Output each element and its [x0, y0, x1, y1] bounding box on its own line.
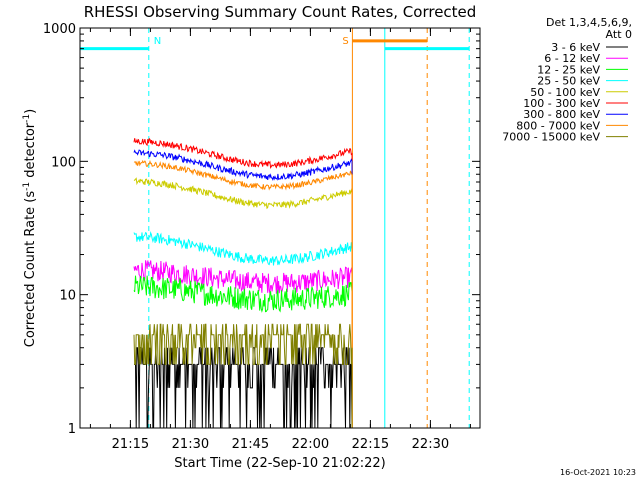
- x-tick-label-0: 21:15: [112, 437, 149, 452]
- x-axis-label: Start Time (22-Sep-10 21:02:22): [174, 456, 385, 471]
- y-tick-label-3: 1000: [43, 22, 76, 37]
- legend-header-line-2: Att 0: [606, 28, 632, 41]
- y-axis-label: Corrected Count Rate (s-1 detector-1): [22, 109, 38, 347]
- series-line-6: [133, 149, 353, 428]
- x-tick-label-5: 22:30: [412, 437, 449, 452]
- series-line-3: [133, 230, 353, 428]
- series-line-4: [133, 177, 353, 428]
- annotation-label-n: N: [154, 36, 161, 47]
- series-line-7: [133, 159, 353, 428]
- y-axis-label-end: ): [23, 109, 38, 114]
- y-axis-label-sup1: -1: [22, 182, 32, 191]
- legend-label-4: 50 - 100 keV: [530, 86, 600, 99]
- series-line-5: [133, 137, 353, 428]
- x-tick-label-2: 21:45: [232, 437, 269, 452]
- x-tick-label-3: 22:00: [292, 437, 329, 452]
- y-tick-label-1: 10: [59, 289, 76, 304]
- y-tick-label-2: 100: [51, 155, 76, 170]
- legend-label-8: 7000 - 15000 keV: [502, 131, 600, 144]
- legend-header-line-1: Det 1,3,4,5,6,9,: [546, 16, 632, 29]
- legend-label-0: 3 - 6 keV: [551, 41, 600, 54]
- legend-label-6: 300 - 800 keV: [523, 108, 600, 121]
- legend-label-2: 12 - 25 keV: [537, 63, 600, 76]
- series-line-1: [133, 260, 353, 428]
- legend-label-1: 6 - 12 keV: [544, 52, 600, 65]
- axes: 1 10 100 1000 21:15 21:30 21:45 22:00 22:15 22:30: [43, 22, 480, 452]
- x-tick-label-1: 21:30: [172, 437, 209, 452]
- plot-frame: [79, 27, 481, 429]
- series-line-2: [133, 275, 353, 428]
- x-tick-label-4: 22:15: [352, 437, 389, 452]
- y-axis-label-main: Corrected Count Rate (s: [23, 191, 38, 348]
- series-line-8: [133, 323, 353, 428]
- legend-label-3: 25 - 50 keV: [537, 75, 600, 88]
- y-tick-label-0: 1: [68, 422, 76, 437]
- y-axis-label-sup2: -1: [22, 114, 32, 123]
- y-axis-label-mid: detector: [23, 122, 38, 182]
- legend-label-5: 100 - 300 keV: [523, 97, 600, 110]
- timestamp: 16-Oct-2021 10:23: [560, 468, 636, 477]
- legend-label-7: 800 - 7000 keV: [516, 119, 600, 132]
- chart-title: RHESSI Observing Summary Count Rates, Co…: [84, 3, 477, 21]
- annotation-label-s: S: [342, 36, 348, 47]
